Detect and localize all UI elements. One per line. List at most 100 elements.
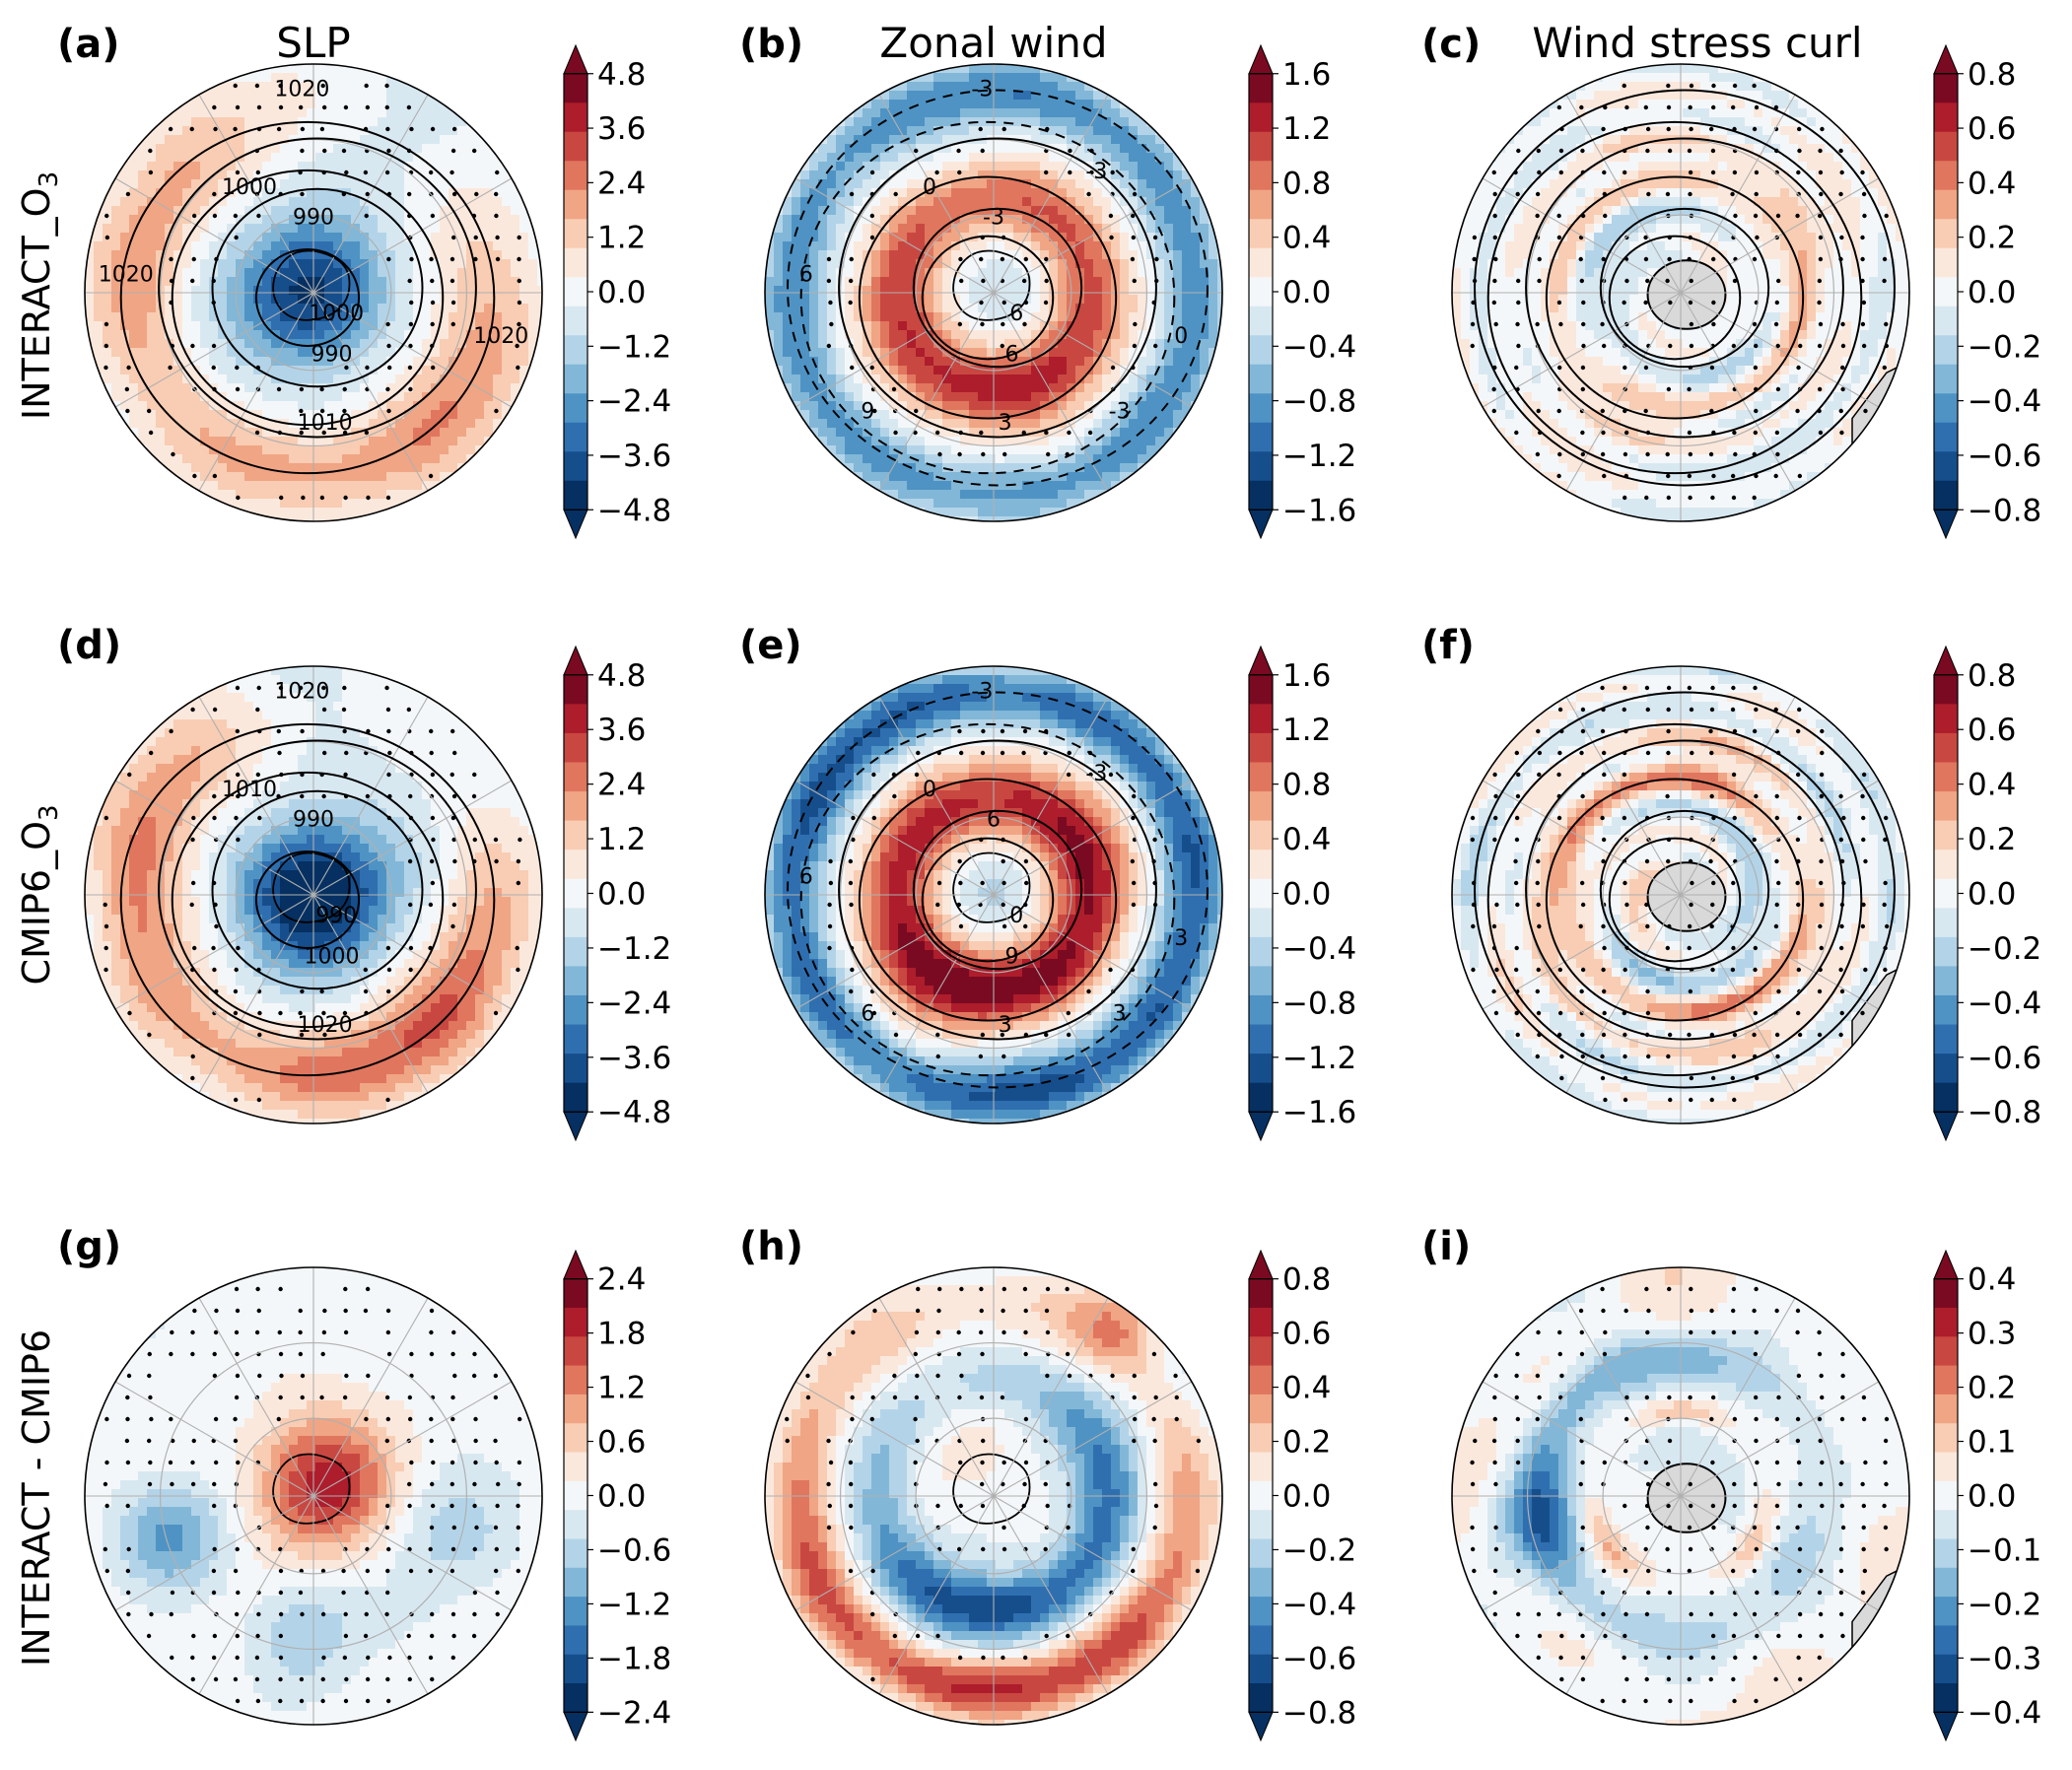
field-cell <box>1621 135 1630 145</box>
field-cell <box>165 179 174 189</box>
field-cell <box>942 366 952 375</box>
field-cell <box>1084 286 1094 296</box>
field-cell <box>1780 117 1790 127</box>
field-cell <box>156 170 166 180</box>
field-cell <box>262 126 272 136</box>
colorbar-segment <box>1249 219 1273 249</box>
field-cell <box>191 410 201 420</box>
field-cell <box>413 259 423 269</box>
field-cell <box>378 295 387 305</box>
field-cell <box>271 277 281 287</box>
field-cell <box>342 259 352 269</box>
field-cell <box>854 179 863 189</box>
field-cell <box>1049 250 1059 260</box>
significance-stipple <box>104 235 110 240</box>
field-cell <box>1084 454 1094 464</box>
field-cell <box>960 304 970 313</box>
field-cell <box>511 312 520 322</box>
field-cell <box>449 135 458 145</box>
field-cell <box>1191 348 1201 358</box>
field-cell <box>987 312 997 322</box>
field-cell <box>85 304 95 313</box>
field-cell <box>475 197 485 207</box>
field-cell <box>519 241 529 251</box>
field-cell <box>783 215 793 225</box>
field-cell <box>395 330 405 340</box>
field-cell <box>289 295 299 305</box>
field-cell <box>236 224 245 234</box>
field-cell <box>1031 401 1041 411</box>
field-cell <box>475 321 485 331</box>
field-cell <box>987 490 997 500</box>
field-cell <box>1111 348 1121 358</box>
field-cell <box>898 153 908 163</box>
field-cell <box>996 445 1005 455</box>
field-cell <box>200 401 210 411</box>
field-cell <box>280 215 290 225</box>
field-cell <box>827 410 837 420</box>
field-cell <box>1718 100 1728 109</box>
field-cell <box>422 100 432 109</box>
field-cell <box>996 304 1005 313</box>
field-cell <box>342 490 352 500</box>
field-cell <box>457 374 467 384</box>
field-cell <box>298 224 308 234</box>
field-cell <box>307 206 316 216</box>
field-cell <box>987 330 997 340</box>
field-cell <box>1004 508 1014 517</box>
significance-stipple <box>848 278 854 284</box>
field-cell <box>1129 321 1139 331</box>
field-cell <box>1603 91 1613 101</box>
field-cell <box>1182 224 1192 234</box>
field-cell <box>1120 339 1130 349</box>
field-cell <box>342 312 352 322</box>
field-cell <box>165 348 174 358</box>
field-cell <box>120 339 130 349</box>
field-cell <box>1067 472 1076 482</box>
field-cell <box>333 481 343 491</box>
field-cell <box>244 295 254 305</box>
field-cell <box>907 197 917 207</box>
field-cell <box>1129 330 1139 340</box>
field-cell <box>1182 374 1192 384</box>
field-cell <box>916 233 926 242</box>
field-cell <box>200 339 210 349</box>
field-cell <box>987 348 997 358</box>
field-cell <box>173 117 183 127</box>
field-cell <box>94 250 104 260</box>
field-cell <box>880 215 890 225</box>
field-cell <box>1138 126 1147 136</box>
field-cell <box>925 277 934 287</box>
field-cell <box>1612 82 1622 92</box>
field-cell <box>907 162 917 171</box>
field-cell <box>475 330 485 340</box>
field-cell <box>404 224 414 234</box>
field-cell <box>351 321 361 331</box>
field-cell <box>969 268 979 278</box>
field-cell <box>262 206 272 216</box>
colorbar-segment <box>564 393 587 424</box>
field-cell <box>1093 144 1103 154</box>
field-cell <box>1191 259 1201 269</box>
field-cell <box>1031 286 1041 296</box>
field-cell <box>916 179 926 189</box>
field-cell <box>227 250 237 260</box>
field-cell <box>845 117 855 127</box>
field-cell <box>333 516 343 521</box>
significance-stipple <box>213 126 218 132</box>
field-cell <box>173 259 183 269</box>
field-cell <box>1004 410 1014 420</box>
field-cell <box>484 401 494 411</box>
field-cell <box>324 357 334 367</box>
field-cell <box>1155 135 1165 145</box>
colorbar-segment <box>1249 102 1273 133</box>
field-cell <box>1040 410 1050 420</box>
field-cell <box>289 428 299 438</box>
field-cell <box>360 445 370 455</box>
field-cell <box>818 233 828 242</box>
field-cell <box>369 383 379 393</box>
field-cell <box>280 268 290 278</box>
field-cell <box>475 410 485 420</box>
field-cell <box>1612 135 1622 145</box>
field-cell <box>1173 419 1183 429</box>
